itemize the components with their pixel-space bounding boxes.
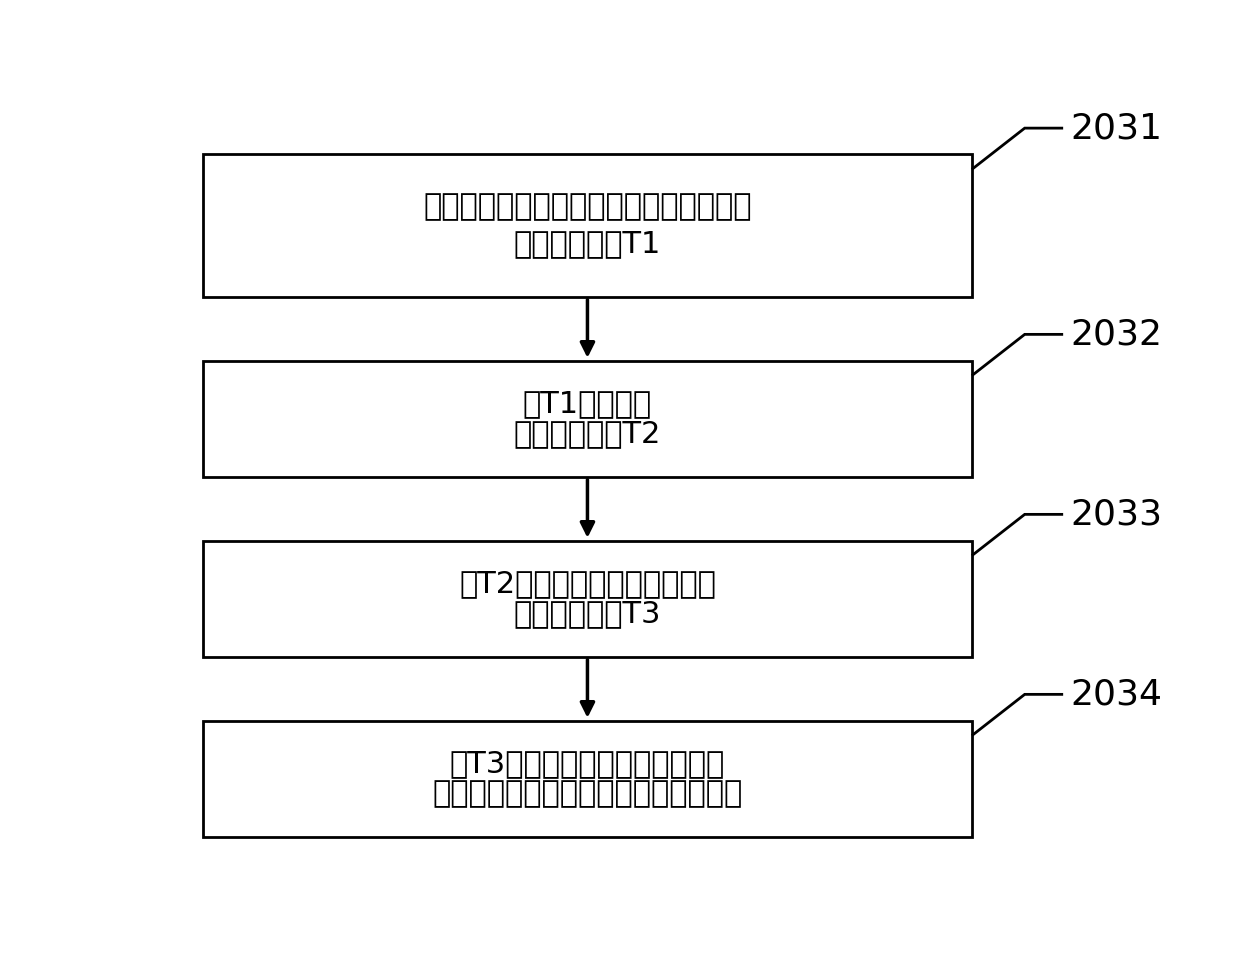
Bar bbox=[203, 721, 972, 837]
Text: 对T3和虚拟信道索引号进行计算: 对T3和虚拟信道索引号进行计算 bbox=[450, 749, 725, 778]
Bar bbox=[203, 154, 972, 297]
Text: 对T1重新排序: 对T1重新排序 bbox=[523, 390, 652, 418]
Bar bbox=[203, 360, 972, 477]
Text: 对T2和目标帧的帧号进行计算: 对T2和目标帧的帧号进行计算 bbox=[459, 569, 715, 598]
Text: 得到第一数值T1: 得到第一数值T1 bbox=[513, 230, 661, 259]
Text: 2034: 2034 bbox=[1071, 677, 1163, 711]
Bar bbox=[203, 541, 972, 656]
Text: 对物理小区标识和目标帧的帧号进行计算: 对物理小区标识和目标帧的帧号进行计算 bbox=[423, 193, 751, 222]
Text: 2031: 2031 bbox=[1071, 111, 1163, 145]
Text: 得到第二数值T2: 得到第二数值T2 bbox=[513, 420, 661, 448]
Text: 2032: 2032 bbox=[1071, 318, 1163, 352]
Text: 得到第三数值T3: 得到第三数值T3 bbox=[513, 599, 661, 628]
Text: 确定与虚拟信道索引号对应的物理信道: 确定与虚拟信道索引号对应的物理信道 bbox=[433, 779, 743, 808]
Text: 2033: 2033 bbox=[1071, 498, 1163, 532]
